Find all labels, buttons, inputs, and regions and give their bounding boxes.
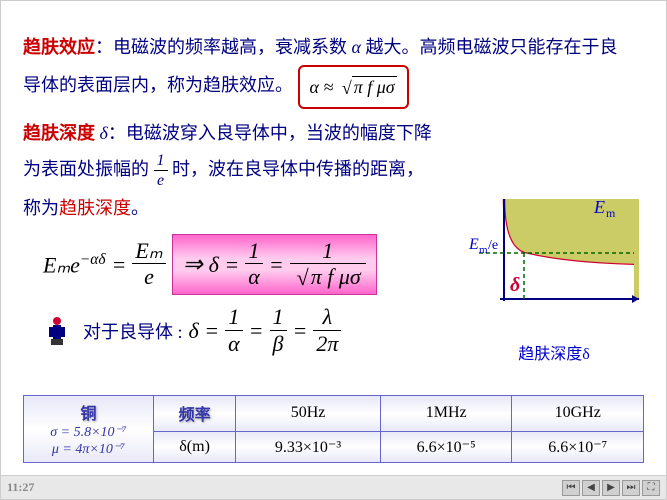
paragraph-skin-depth: 趋肤深度 δ：电磁波穿入良导体中，当波的幅度下降为表面处振幅的 1e 时，波在良… <box>23 115 433 226</box>
table-cell: 9.33×10⁻³ <box>236 431 381 462</box>
table-cell: 1MHz <box>380 396 512 432</box>
term-skin-effect: 趋肤效应 <box>23 37 95 57</box>
table-cell: 10GHz <box>512 396 644 432</box>
skin-depth-diagram: Em Em/e δ 趋肤深度δ <box>464 191 644 341</box>
table-row-label: δ(m) <box>154 431 236 462</box>
skin-depth-table: 铜 σ = 5.8×10⁻⁷ μ = 4π×10⁻⁷ 频率 50Hz 1MHz … <box>23 395 644 463</box>
person-icon <box>43 315 71 347</box>
table-header-copper: 铜 <box>30 400 147 424</box>
table-header-freq: 频率 <box>154 396 236 432</box>
svg-text:E: E <box>593 197 605 217</box>
svg-text:m: m <box>606 206 616 220</box>
paragraph-skin-effect: 趋肤效应：电磁波的频率越高，衰减系数 α 越大。高频电磁波只能存在于良导体的表面… <box>23 29 623 109</box>
table-cell: 6.6×10⁻⁷ <box>512 431 644 462</box>
nav-next-button[interactable]: ▶ <box>602 480 620 496</box>
nav-last-button[interactable]: ⏭ <box>622 480 640 496</box>
formula-alpha: α ≈ π f μσ <box>298 65 409 109</box>
highlighted-formula: ⇒ δ = 1α = 1π f μσ <box>172 234 377 296</box>
nav-fullscreen-button[interactable]: ⛶ <box>642 480 660 496</box>
svg-text:/e: /e <box>488 238 498 253</box>
svg-text:δ: δ <box>510 274 520 296</box>
table-cell: 6.6×10⁻⁵ <box>380 431 512 462</box>
svg-text:m: m <box>479 244 488 256</box>
diagram-caption: 趋肤深度δ <box>464 340 644 364</box>
footer-bar: 11:27 ⏮ ◀ ▶ ⏭ ⛶ <box>1 475 666 499</box>
term-skin-depth: 趋肤深度 <box>23 123 100 143</box>
nav-first-button[interactable]: ⏮ <box>562 480 580 496</box>
footer-time: 11:27 <box>7 480 34 495</box>
svg-text:E: E <box>468 236 479 253</box>
nav-prev-button[interactable]: ◀ <box>582 480 600 496</box>
table-cell: 50Hz <box>236 396 381 432</box>
